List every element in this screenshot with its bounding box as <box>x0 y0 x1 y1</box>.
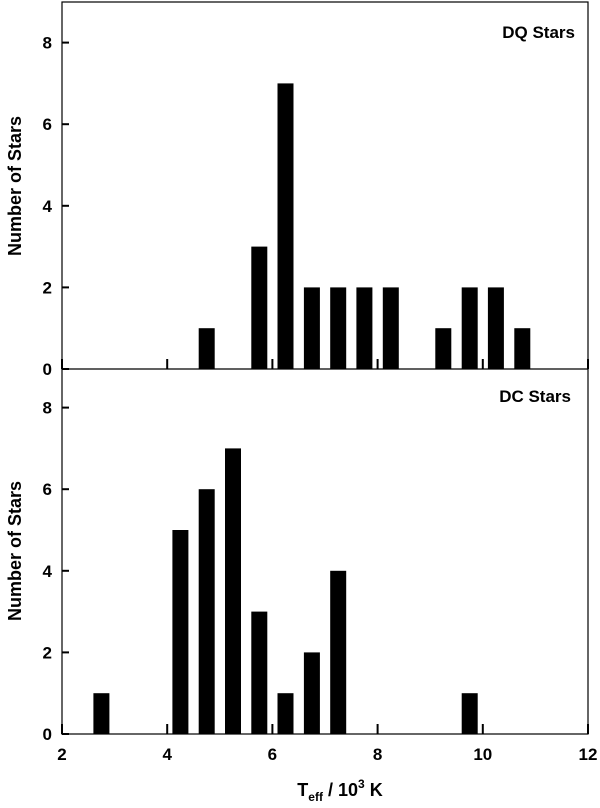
dc-x-tick-label-0: 2 <box>57 745 66 764</box>
dc-bar-8 <box>461 693 478 734</box>
dq-bar-5 <box>356 287 373 369</box>
dc-y-tick-label-4: 8 <box>43 399 52 418</box>
dq-bar-3 <box>303 287 320 369</box>
dc-bar-0 <box>93 693 110 734</box>
dc-x-tick-label-2: 6 <box>268 745 277 764</box>
dc-bar-5 <box>277 693 294 734</box>
dq-y-tick-label-1: 2 <box>43 278 52 297</box>
dc-y-tick-label-1: 2 <box>43 643 52 662</box>
dc-y-axis-title: Number of Stars <box>5 481 25 621</box>
dq-y-tick-label-4: 8 <box>43 34 52 53</box>
dq-bar-4 <box>330 287 347 369</box>
dq-y-axis-title: Number of Stars <box>5 116 25 256</box>
dc-bar-1 <box>172 530 189 734</box>
dq-y-tick-label-3: 6 <box>43 115 52 134</box>
dq-panel-title: DQ Stars <box>502 23 575 42</box>
dc-panel-title: DC Stars <box>499 387 571 406</box>
dc-y-tick-label-0: 0 <box>43 725 52 744</box>
dq-bar-9 <box>487 287 504 369</box>
dq-bar-10 <box>514 328 531 369</box>
x-axis-title-unit: K <box>365 780 383 800</box>
dq-y-tick-label-0: 0 <box>43 360 52 379</box>
dq-y-tick-label-2: 4 <box>43 197 53 216</box>
dc-x-tick-label-4: 10 <box>473 745 492 764</box>
dq-bar-6 <box>382 287 399 369</box>
figure-frame <box>61 1 589 735</box>
dc-bar-2 <box>198 489 215 734</box>
dc-y-tick-label-2: 4 <box>43 562 53 581</box>
dq-bar-0 <box>198 328 215 369</box>
dc-bar-3 <box>225 448 241 734</box>
dc-bar-6 <box>303 652 320 734</box>
dc-x-tick-label-5: 12 <box>579 745 598 764</box>
dc-x-tick-label-3: 8 <box>373 745 382 764</box>
x-axis-title-subscript: eff <box>308 790 324 804</box>
x-axis-title-superscript: 3 <box>358 777 365 791</box>
dq-bar-8 <box>461 287 478 369</box>
dc-bar-4 <box>251 611 268 734</box>
dq-bar-7 <box>435 328 452 369</box>
x-axis-title: Teff / 103 K <box>297 777 382 804</box>
dq-bar-1 <box>251 246 268 369</box>
dc-bar-7 <box>330 570 347 734</box>
dc-y-tick-label-3: 6 <box>43 480 52 499</box>
dq-bar-2 <box>277 83 294 370</box>
dc-x-tick-label-1: 4 <box>162 745 172 764</box>
x-axis-title-middle: / 10 <box>323 780 358 800</box>
x-axis-title-main: T <box>297 780 308 800</box>
